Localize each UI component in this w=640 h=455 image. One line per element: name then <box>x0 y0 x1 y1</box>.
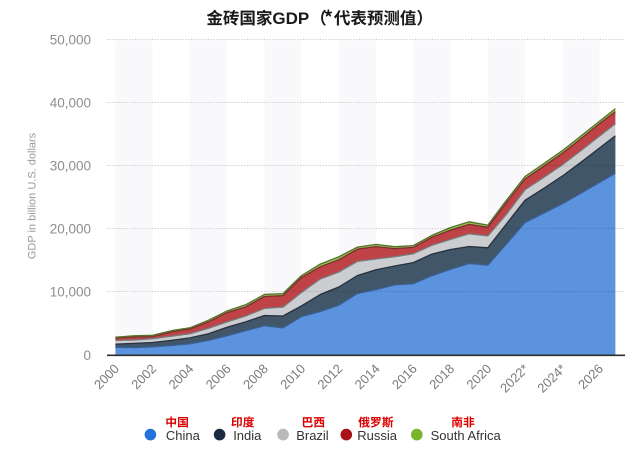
svg-text:10,000: 10,000 <box>50 285 91 300</box>
svg-text:China: China <box>166 428 201 443</box>
svg-text:0: 0 <box>83 348 91 363</box>
svg-text:GDP in billion U.S. dollars: GDP in billion U.S. dollars <box>27 132 39 259</box>
svg-text:GDP: GDP <box>272 9 309 28</box>
svg-text:South Africa: South Africa <box>431 428 502 443</box>
svg-text:Russia: Russia <box>357 428 398 443</box>
svg-text:40,000: 40,000 <box>50 95 91 110</box>
svg-text:20,000: 20,000 <box>50 222 91 237</box>
svg-text:India: India <box>233 428 262 443</box>
svg-text:30,000: 30,000 <box>50 159 91 174</box>
svg-text:50,000: 50,000 <box>50 32 91 47</box>
svg-text:Brazil: Brazil <box>296 428 329 443</box>
